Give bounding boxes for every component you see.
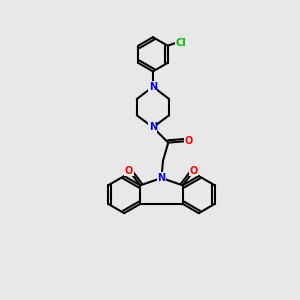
Text: Cl: Cl [176,38,187,48]
Text: O: O [190,166,198,176]
Text: N: N [149,122,157,132]
Text: O: O [125,166,133,176]
Text: N: N [158,173,166,183]
Text: O: O [185,136,193,146]
Text: N: N [149,82,157,92]
